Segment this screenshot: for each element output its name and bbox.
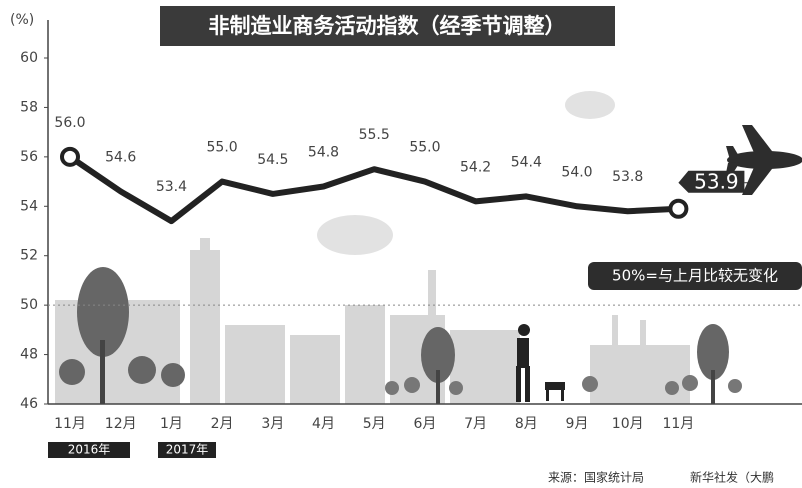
value-label: 54.5: [257, 152, 288, 168]
callout-box: [678, 170, 745, 193]
year-box: [158, 442, 216, 458]
chart-title: 非制造业商务活动指数（经季节调整）: [209, 14, 566, 38]
x-tick-label: 3月: [261, 416, 284, 432]
value-label: 54.6: [105, 149, 136, 165]
year-box: [48, 442, 130, 458]
y-tick-label: 58: [20, 99, 38, 115]
end-marker: [60, 146, 80, 167]
value-label: 54.0: [561, 164, 592, 180]
x-tick-label: 12月: [105, 416, 137, 432]
x-tick-label: 2月: [211, 416, 234, 432]
trees: [59, 267, 742, 404]
y-tick-label: 50: [20, 297, 38, 313]
walker: [516, 324, 565, 402]
clouds: [317, 91, 615, 255]
value-label: 54.4: [511, 154, 542, 170]
x-tick-label: 8月: [515, 416, 538, 432]
y-tick-label: 46: [20, 396, 38, 412]
x-tick-label: 1月: [160, 416, 183, 432]
x-tick-label: 6月: [413, 416, 436, 432]
value-label: 53.4: [156, 179, 187, 195]
airplane: [725, 125, 802, 195]
source: 来源：国家统计局: [548, 470, 644, 485]
x-tick-label: 4月: [312, 416, 335, 432]
y-tick-label: 60: [20, 50, 38, 66]
title-box: [160, 6, 615, 46]
data-line: [68, 154, 679, 225]
y-tick-label: 52: [20, 248, 38, 264]
end-marker: [668, 198, 689, 219]
x-tick-label: 11月: [54, 416, 86, 432]
y-tick-label: 54: [20, 198, 38, 214]
value-label: 55.5: [359, 127, 390, 143]
annotation: 50%=与上月比较无变化: [612, 267, 778, 285]
y-tick-label: 56: [20, 149, 38, 165]
year-label: 2016年: [68, 443, 111, 457]
x-tick-label: 5月: [363, 416, 386, 432]
value-label: 53.8: [612, 169, 643, 185]
value-label: 54.2: [460, 159, 491, 175]
value-label: 53.9: [694, 169, 739, 193]
x-tick-label: 11月: [662, 416, 694, 432]
value-label: 54.8: [308, 145, 339, 161]
value-label: 55.0: [207, 140, 238, 156]
value-label: 56.0: [54, 115, 85, 131]
year-label: 2017年: [166, 443, 209, 457]
x-tick-label: 9月: [566, 416, 589, 432]
value-label: 55.0: [409, 140, 440, 156]
y-tick-label: 48: [20, 347, 38, 363]
x-tick-label: 7月: [464, 416, 487, 432]
y-unit: (%): [10, 12, 34, 28]
annotation-box: [588, 262, 802, 290]
x-tick-label: 10月: [612, 416, 644, 432]
credit: 新华社发（大鹏: [690, 470, 774, 485]
